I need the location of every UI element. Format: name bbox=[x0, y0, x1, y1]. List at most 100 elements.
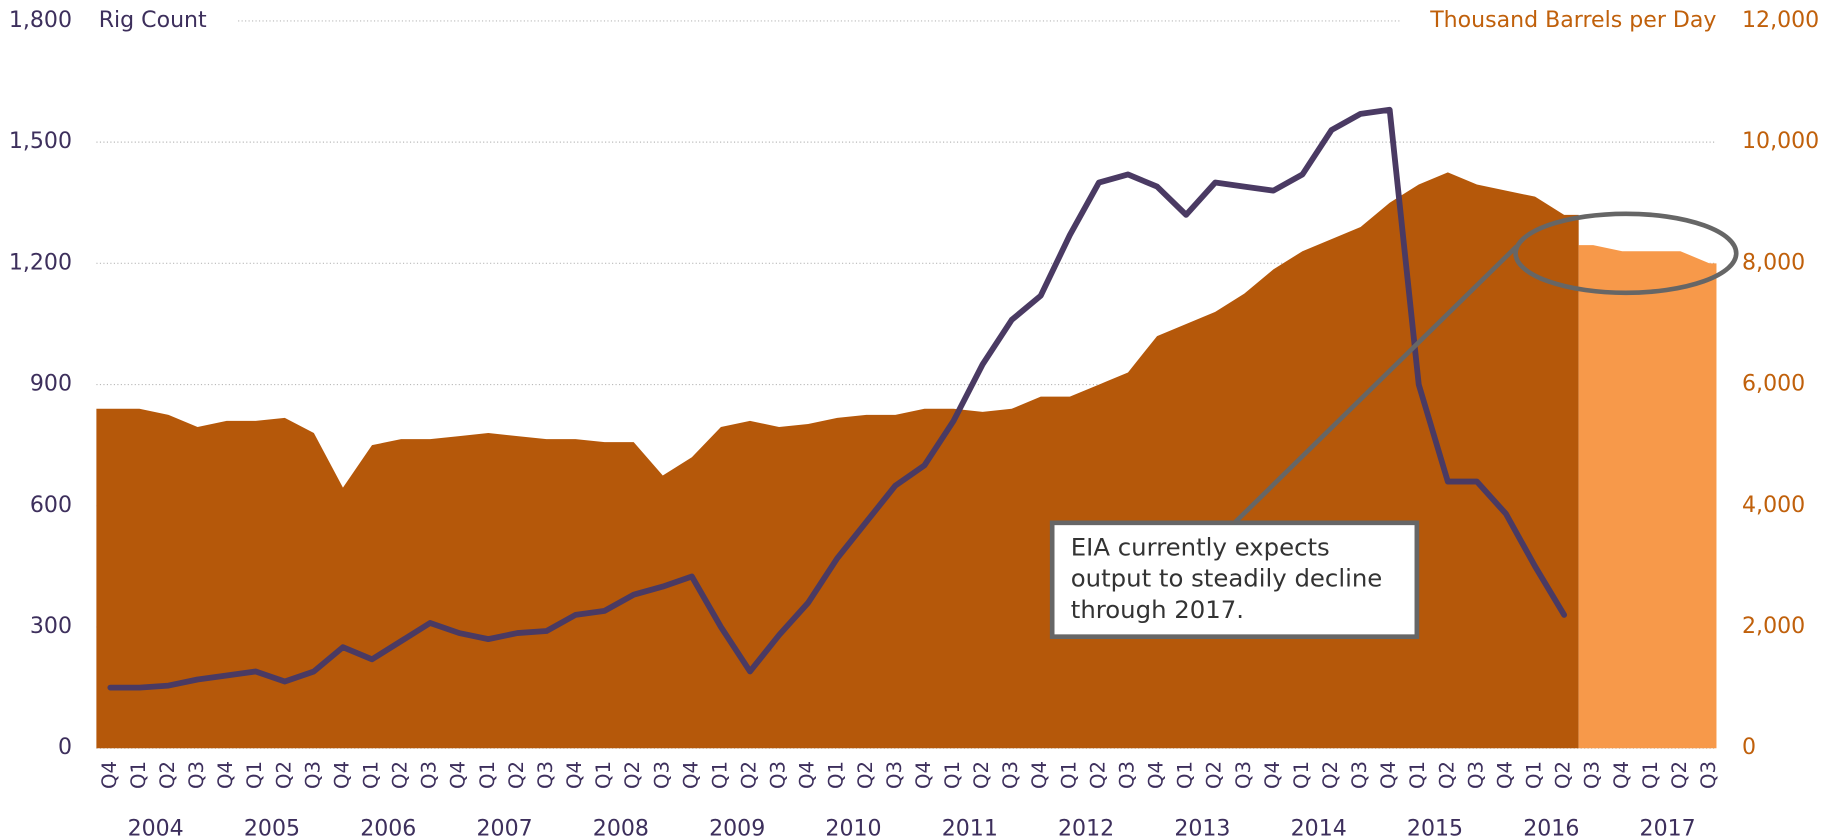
x-tick-label: Q2 bbox=[272, 761, 295, 789]
x-tick-label: Q3 bbox=[1115, 761, 1138, 789]
x-tick-label: Q1 bbox=[708, 761, 731, 789]
year-label: 2011 bbox=[942, 817, 998, 840]
x-tick-label: Q3 bbox=[883, 761, 906, 789]
x-tick-label: Q4 bbox=[214, 761, 237, 789]
annotation-text: through 2017. bbox=[1071, 595, 1244, 624]
x-tick-label: Q2 bbox=[1552, 761, 1575, 789]
x-tick-label: Q1 bbox=[127, 761, 150, 789]
y2-tick-label: 12,000 bbox=[1742, 8, 1819, 33]
year-label: 2017 bbox=[1640, 817, 1696, 840]
y2-tick-label: 8,000 bbox=[1742, 250, 1805, 275]
area bbox=[1578, 245, 1717, 749]
labels: Rig Count Thousand Barrels per Day 0 300 6… bbox=[9, 8, 1819, 840]
x-tick-label: Q2 bbox=[1435, 761, 1458, 789]
x-tick-label: Q3 bbox=[301, 761, 324, 789]
year-label: 2016 bbox=[1523, 817, 1579, 840]
y2-tick-label: 10,000 bbox=[1742, 129, 1819, 154]
x-tick-label: Q2 bbox=[505, 761, 528, 789]
x-tick-label: Q2 bbox=[1203, 761, 1226, 789]
y-axis-label: Rig Count bbox=[99, 8, 207, 33]
x-tick-label: Q4 bbox=[1493, 761, 1516, 789]
x-tick-label: Q1 bbox=[243, 761, 266, 789]
x-tick-label: Q2 bbox=[1319, 761, 1342, 789]
connector bbox=[1232, 244, 1519, 525]
x-tick-label: Q3 bbox=[1348, 761, 1371, 789]
x-tick-label: Q2 bbox=[389, 761, 412, 789]
x-tick-label: Q3 bbox=[999, 761, 1022, 789]
y-tick-label: 300 bbox=[30, 614, 72, 639]
y-tick-label: 1,200 bbox=[9, 250, 72, 275]
y2-tick-label: 2,000 bbox=[1742, 614, 1805, 639]
x-tick-label: Q4 bbox=[1261, 761, 1284, 789]
x-tick-label: Q4 bbox=[1610, 761, 1633, 789]
x-tick-label: Q1 bbox=[1639, 761, 1662, 789]
areas bbox=[96, 172, 1717, 749]
y2-tick-label: 6,000 bbox=[1742, 372, 1805, 397]
annotation-text: output to steadily decline bbox=[1071, 564, 1383, 593]
x-tick-label: Q2 bbox=[621, 761, 644, 789]
x-tick-label: Q2 bbox=[156, 761, 179, 789]
x-tick-label: Q4 bbox=[1028, 761, 1051, 789]
y-tick-label: 900 bbox=[30, 372, 72, 397]
x-tick-label: Q1 bbox=[1523, 761, 1546, 789]
year-label: 2012 bbox=[1058, 817, 1114, 840]
x-tick-label: Q4 bbox=[796, 761, 819, 789]
x-tick-label: Q2 bbox=[1668, 761, 1691, 789]
x-tick-label: Q1 bbox=[1406, 761, 1429, 789]
x-tick-label: Q3 bbox=[534, 761, 557, 789]
x-tick-label: Q3 bbox=[1697, 761, 1720, 789]
x-tick-label: Q4 bbox=[330, 761, 353, 789]
y2-tick-label: 0 bbox=[1742, 735, 1756, 760]
y-tick-label: 0 bbox=[58, 735, 72, 760]
annotation-text: EIA currently expects bbox=[1071, 532, 1330, 561]
x-tick-label: Q1 bbox=[476, 761, 499, 789]
lines bbox=[107, 106, 1568, 691]
x-tick-label: Q4 bbox=[447, 761, 470, 789]
x-tick-label: Q3 bbox=[1581, 761, 1604, 789]
x-tick-label: Q1 bbox=[360, 761, 383, 789]
year-label: 2005 bbox=[244, 817, 300, 840]
year-label: 2013 bbox=[1174, 817, 1230, 840]
year-label: 2004 bbox=[128, 817, 184, 840]
area bbox=[96, 172, 1579, 749]
x-tick-label: Q3 bbox=[1464, 761, 1487, 789]
x-tick-label: Q1 bbox=[592, 761, 615, 789]
annotation-box bbox=[1049, 520, 1420, 640]
x-tick-label: Q2 bbox=[1086, 761, 1109, 789]
y-tick-label: 600 bbox=[30, 493, 72, 518]
y2-tick-label: 4,000 bbox=[1742, 493, 1805, 518]
line bbox=[107, 106, 1568, 691]
x-tick-label: Q1 bbox=[1290, 761, 1313, 789]
x-tick-label: Q1 bbox=[941, 761, 964, 789]
x-tick-label: Q4 bbox=[1145, 761, 1168, 789]
x-tick-label: Q3 bbox=[650, 761, 673, 789]
x-tick-label: Q1 bbox=[1057, 761, 1080, 789]
y2-axis-label: Thousand Barrels per Day bbox=[1429, 8, 1716, 33]
x-tick-label: Q1 bbox=[1174, 761, 1197, 789]
y-tick-label: 1,500 bbox=[9, 129, 72, 154]
year-label: 2015 bbox=[1407, 817, 1463, 840]
x-tick-label: Q4 bbox=[563, 761, 586, 789]
year-label: 2007 bbox=[477, 817, 533, 840]
x-tick-label: Q2 bbox=[854, 761, 877, 789]
year-label: 2006 bbox=[360, 817, 416, 840]
highlight-ellipse bbox=[1513, 211, 1739, 296]
x-tick-label: Q3 bbox=[767, 761, 790, 789]
year-label: 2014 bbox=[1291, 817, 1347, 840]
x-tick-label: Q1 bbox=[825, 761, 848, 789]
year-label: 2008 bbox=[593, 817, 649, 840]
x-tick-label: Q4 bbox=[98, 761, 121, 789]
y-tick-label: 1,800 bbox=[9, 8, 72, 33]
x-tick-label: Q3 bbox=[418, 761, 441, 789]
x-tick-label: Q4 bbox=[1377, 761, 1400, 789]
year-label: 2009 bbox=[709, 817, 765, 840]
x-tick-label: Q3 bbox=[1232, 761, 1255, 789]
x-tick-label: Q2 bbox=[970, 761, 993, 789]
x-tick-label: Q4 bbox=[679, 761, 702, 789]
x-tick-label: Q3 bbox=[185, 761, 208, 789]
x-tick-label: Q4 bbox=[912, 761, 935, 789]
annotation: EIA currently expects output to steadily… bbox=[1049, 211, 1739, 640]
year-label: 2010 bbox=[825, 817, 881, 840]
